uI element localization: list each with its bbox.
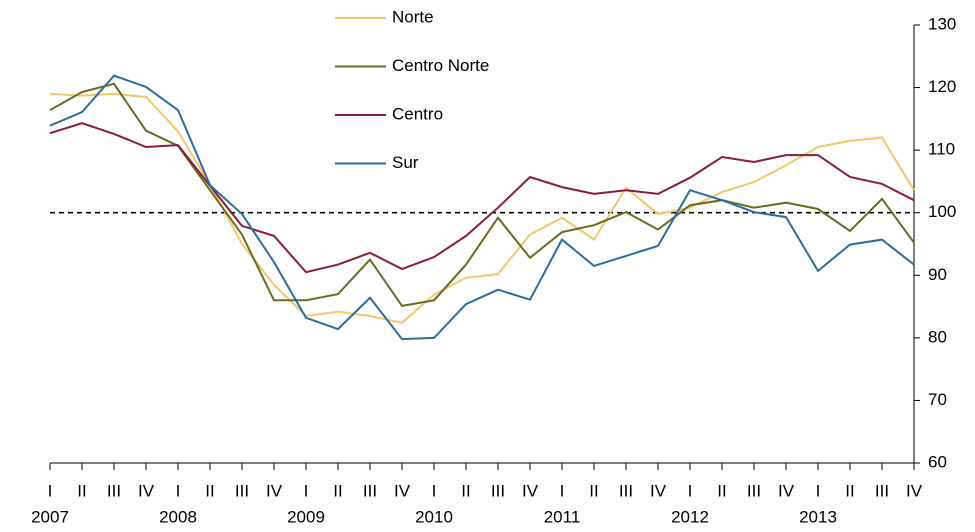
series-line xyxy=(49,82,915,307)
x-tick-label: I xyxy=(688,481,693,500)
legend-label: Centro xyxy=(392,104,443,123)
x-tick-label: I xyxy=(48,481,53,500)
x-tick-label: III xyxy=(747,481,761,500)
y-tick-label: 60 xyxy=(928,452,947,471)
x-tick-label: II xyxy=(461,481,470,500)
year-label: 2010 xyxy=(415,507,453,526)
y-tick-label: 100 xyxy=(928,202,956,221)
x-tick-label: II xyxy=(77,481,86,500)
year-label: 2012 xyxy=(671,507,709,526)
x-tick-label: III xyxy=(363,481,377,500)
y-tick-label: 110 xyxy=(928,140,955,159)
y-tick-label: 90 xyxy=(928,265,947,284)
year-label: 2009 xyxy=(287,507,325,526)
series-line xyxy=(49,74,915,341)
x-tick-label: I xyxy=(176,481,181,500)
year-label: 2007 xyxy=(31,507,69,526)
y-tick-label: 120 xyxy=(928,77,956,96)
legend-label: Centro Norte xyxy=(392,56,489,75)
x-tick-label: IV xyxy=(778,481,795,500)
x-tick-label: III xyxy=(235,481,249,500)
series-line xyxy=(49,92,915,324)
y-tick-label: 80 xyxy=(928,327,947,346)
year-label: 2008 xyxy=(159,507,197,526)
x-tick-label: II xyxy=(333,481,342,500)
legend-label: Norte xyxy=(392,7,434,26)
x-tick-label: III xyxy=(491,481,505,500)
x-tick-label: IV xyxy=(266,481,283,500)
x-tick-label: III xyxy=(619,481,633,500)
x-tick-label: IV xyxy=(138,481,155,500)
x-tick-label: IV xyxy=(394,481,411,500)
legend-label: Sur xyxy=(392,153,419,172)
x-tick-label: I xyxy=(304,481,309,500)
x-tick-label: II xyxy=(589,481,598,500)
x-tick-label: IV xyxy=(522,481,539,500)
series-line xyxy=(49,122,915,274)
x-tick-label: I xyxy=(560,481,565,500)
x-tick-label: II xyxy=(205,481,214,500)
year-label: 2013 xyxy=(799,507,837,526)
x-tick-label: III xyxy=(875,481,889,500)
x-tick-label: II xyxy=(845,481,854,500)
x-tick-label: IV xyxy=(906,481,923,500)
x-tick-label: I xyxy=(816,481,821,500)
x-tick-label: II xyxy=(717,481,726,500)
x-tick-label: I xyxy=(432,481,437,500)
x-tick-label: IV xyxy=(650,481,667,500)
x-tick-label: III xyxy=(107,481,121,500)
y-tick-label: 70 xyxy=(928,390,947,409)
y-tick-label: 130 xyxy=(928,14,956,33)
year-label: 2011 xyxy=(544,507,581,526)
